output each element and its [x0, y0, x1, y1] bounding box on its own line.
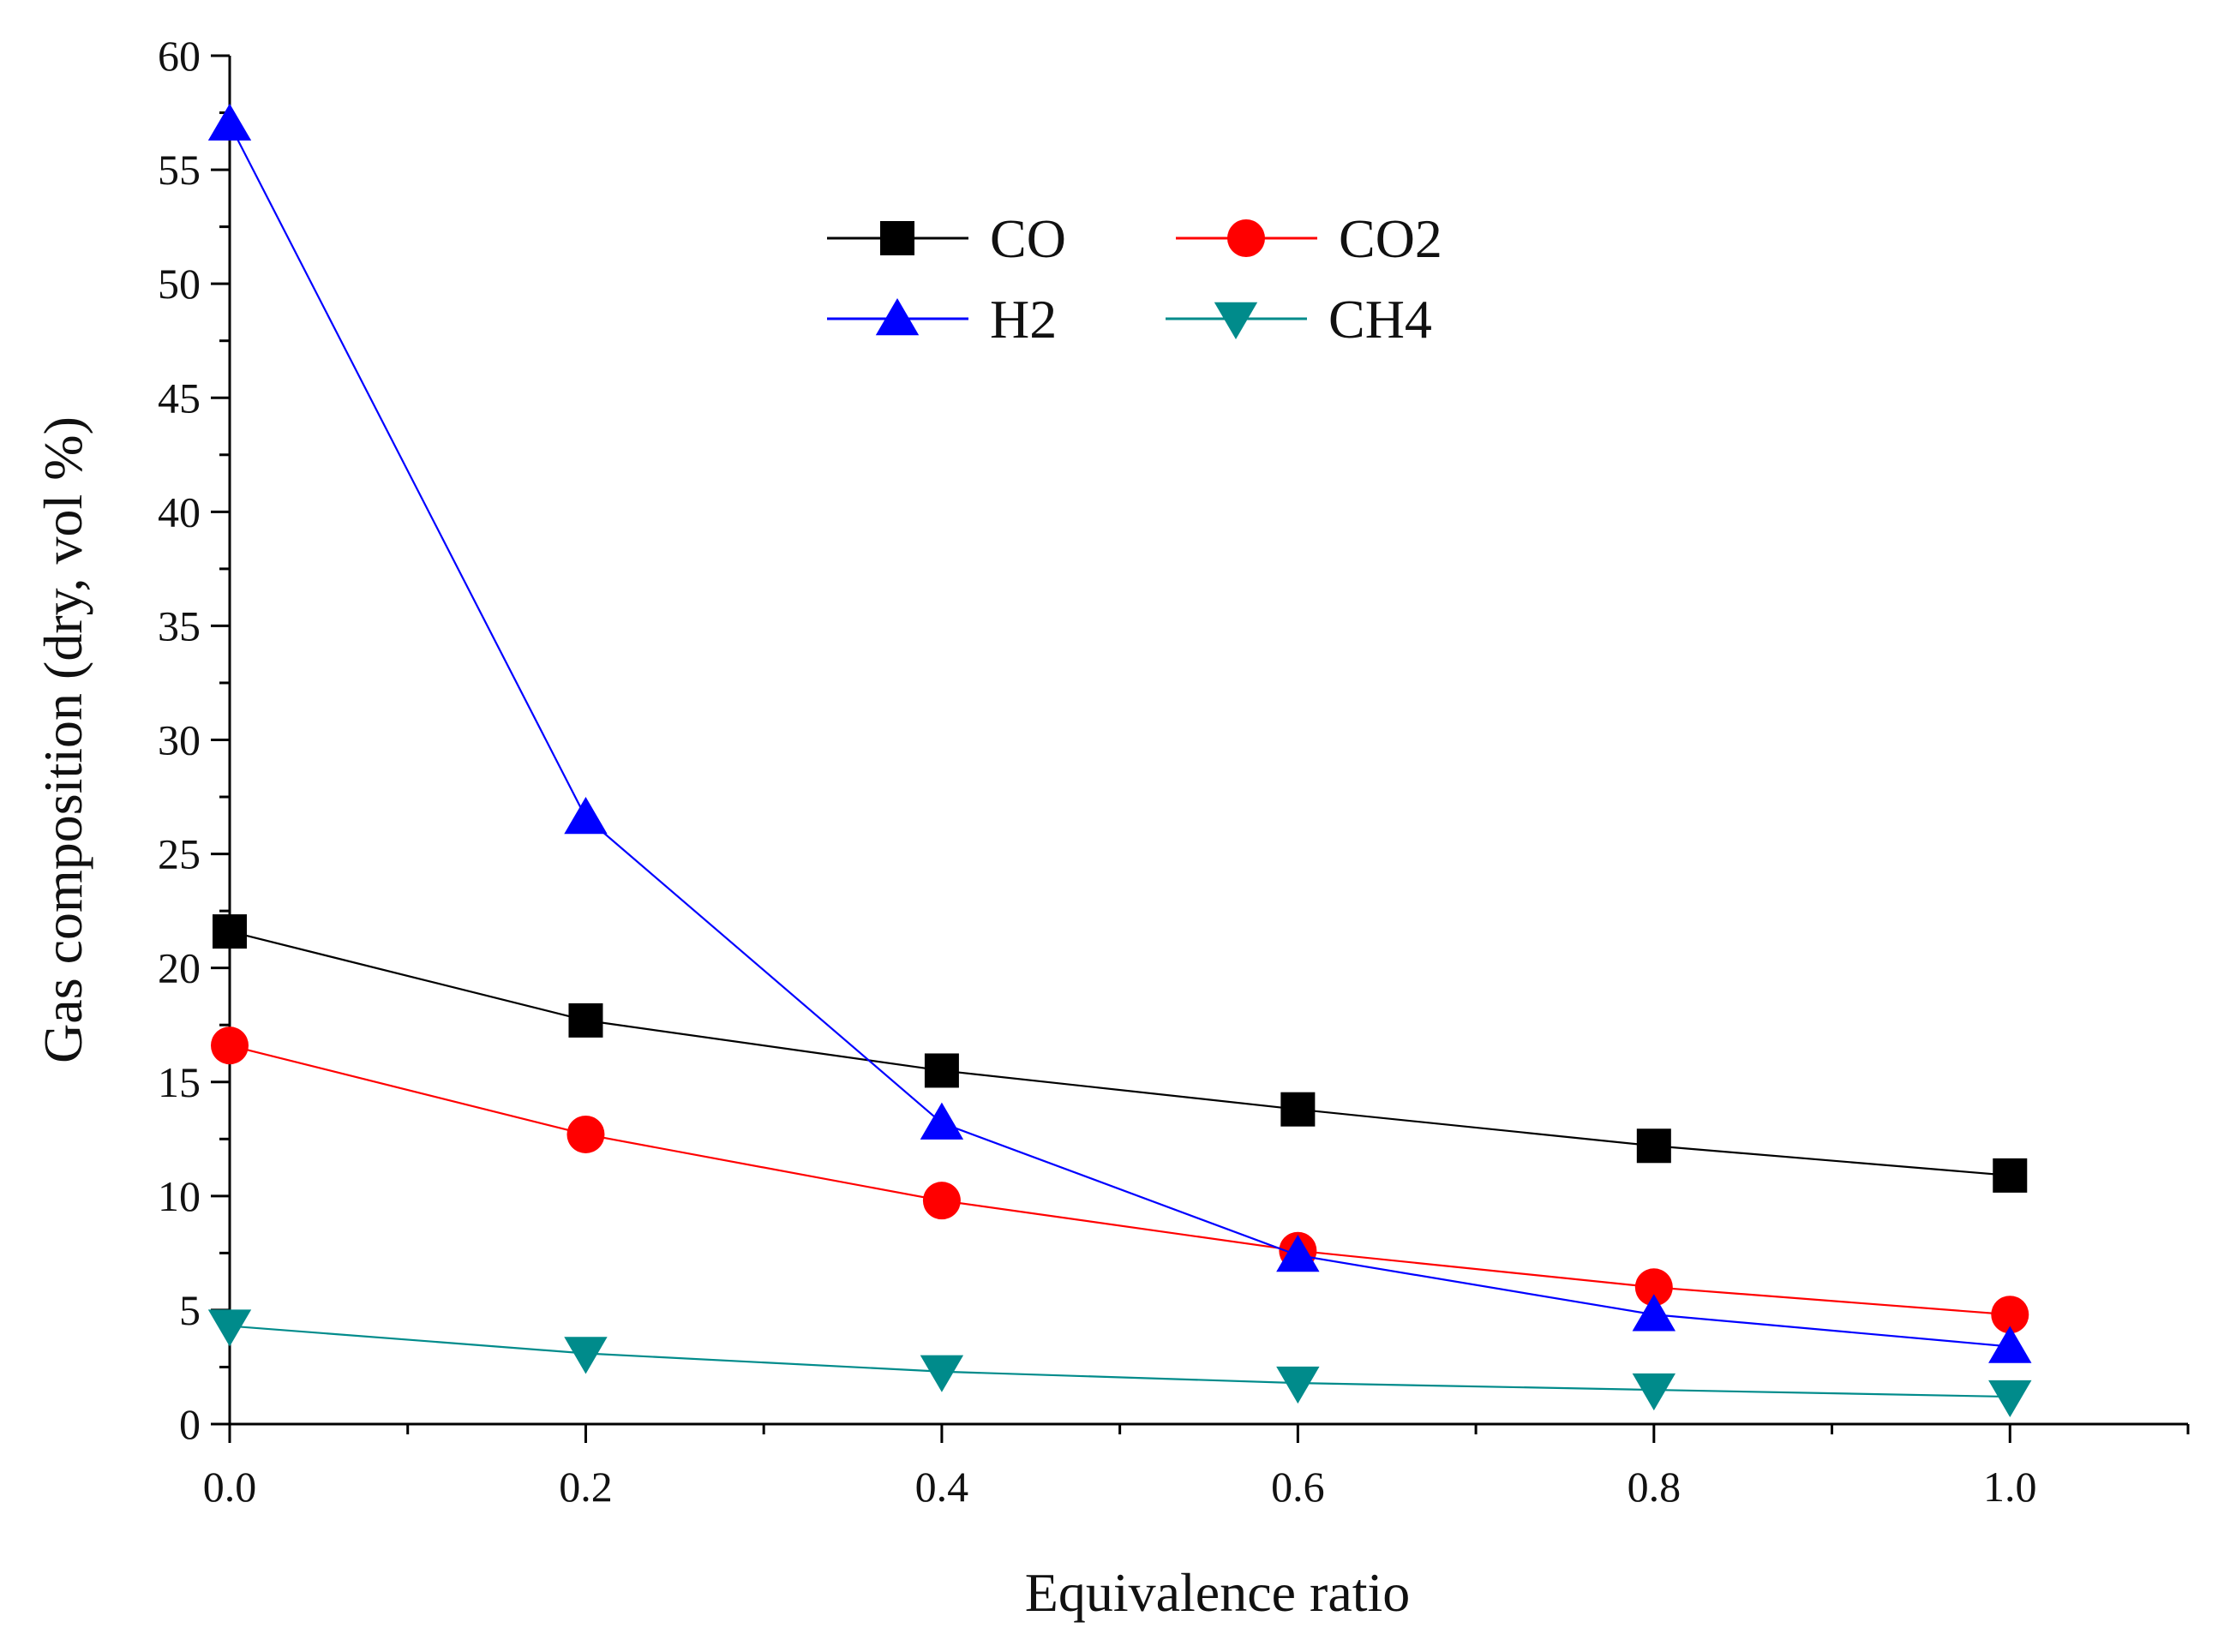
y-tick-label: 40: [158, 488, 201, 536]
series-layer: [207, 103, 2032, 1418]
series-h2: [207, 103, 2032, 1363]
series-line-h2: [229, 123, 2011, 1348]
y-tick-label: 30: [158, 716, 201, 764]
x-tick-label: 0.4: [915, 1463, 969, 1511]
legend-marker-ch4: [1214, 302, 1258, 339]
y-axis-title: Gas composition (dry, vol %): [33, 416, 93, 1063]
y-tick-label: 0: [179, 1400, 201, 1448]
legend: CO CO2 H2 CH4: [827, 208, 1442, 350]
y-tick-label: 5: [179, 1286, 201, 1334]
legend-marker-h2: [875, 298, 920, 336]
legend-label-co2: CO2: [1339, 208, 1442, 269]
legend-item-h2: H2: [827, 289, 1057, 350]
y-tick-label: 20: [158, 944, 201, 992]
y-tick-label: 10: [158, 1172, 201, 1220]
y-tick-label: 15: [158, 1058, 201, 1106]
series-co: [213, 914, 2028, 1193]
legend-marker-co: [880, 221, 914, 255]
series-line-co: [229, 931, 2011, 1176]
data-point-h2: [1632, 1294, 1676, 1332]
data-point-co: [1280, 1092, 1316, 1127]
data-point-co: [568, 1003, 603, 1038]
series-line-ch4: [229, 1325, 2011, 1398]
y-tick-label: 55: [158, 146, 201, 194]
legend-label-h2: H2: [990, 289, 1057, 350]
axes: 0 5 10 15 20 25 30 35 40 45 50 55 60 0.0 0.2 0.4 0.6 0.8 1…: [158, 32, 2190, 1511]
data-point-ch4: [1276, 1366, 1320, 1404]
y-tick-label: 50: [158, 260, 201, 308]
data-point-co: [213, 914, 247, 949]
data-point-h2: [207, 103, 252, 141]
y-tick-label: 25: [158, 830, 201, 878]
data-point-ch4: [1632, 1373, 1676, 1411]
data-point-ch4: [920, 1355, 964, 1392]
y-tick-label: 60: [158, 32, 201, 80]
y-tick-label: 45: [158, 374, 201, 422]
x-tick-label: 0.2: [559, 1463, 613, 1511]
y-tick-label: 35: [158, 602, 201, 649]
x-tick-label: 0.8: [1628, 1463, 1681, 1511]
data-point-co: [1993, 1158, 2028, 1193]
data-point-co: [1636, 1128, 1671, 1164]
series-line-co2: [229, 1044, 2011, 1316]
data-point-ch4: [1988, 1380, 2032, 1418]
data-point-co2: [566, 1115, 605, 1153]
data-point-co2: [1634, 1268, 1673, 1307]
series-ch4: [207, 1309, 2032, 1418]
data-point-ch4: [564, 1337, 608, 1374]
x-tick-label: 0.0: [203, 1463, 257, 1511]
legend-marker-co2: [1227, 219, 1265, 257]
legend-item-ch4: CH4: [1166, 289, 1432, 350]
data-point-h2: [1276, 1235, 1320, 1272]
data-point-ch4: [207, 1309, 252, 1347]
data-point-h2: [1988, 1326, 2032, 1363]
data-point-h2: [564, 796, 608, 835]
legend-label-co: CO: [990, 208, 1066, 269]
legend-item-co: CO: [827, 208, 1066, 269]
x-axis-title: Equivalence ratio: [1025, 1562, 1411, 1623]
data-point-co2: [922, 1182, 961, 1220]
data-point-co2: [1991, 1296, 2029, 1334]
legend-label-ch4: CH4: [1328, 289, 1432, 350]
x-tick-label: 1.0: [1983, 1463, 2037, 1511]
data-point-co2: [211, 1027, 249, 1065]
x-tick-label: 0.6: [1271, 1463, 1325, 1511]
data-point-h2: [920, 1102, 964, 1140]
series-co2: [211, 1027, 2029, 1334]
legend-item-co2: CO2: [1176, 208, 1442, 269]
data-point-co: [924, 1053, 959, 1088]
